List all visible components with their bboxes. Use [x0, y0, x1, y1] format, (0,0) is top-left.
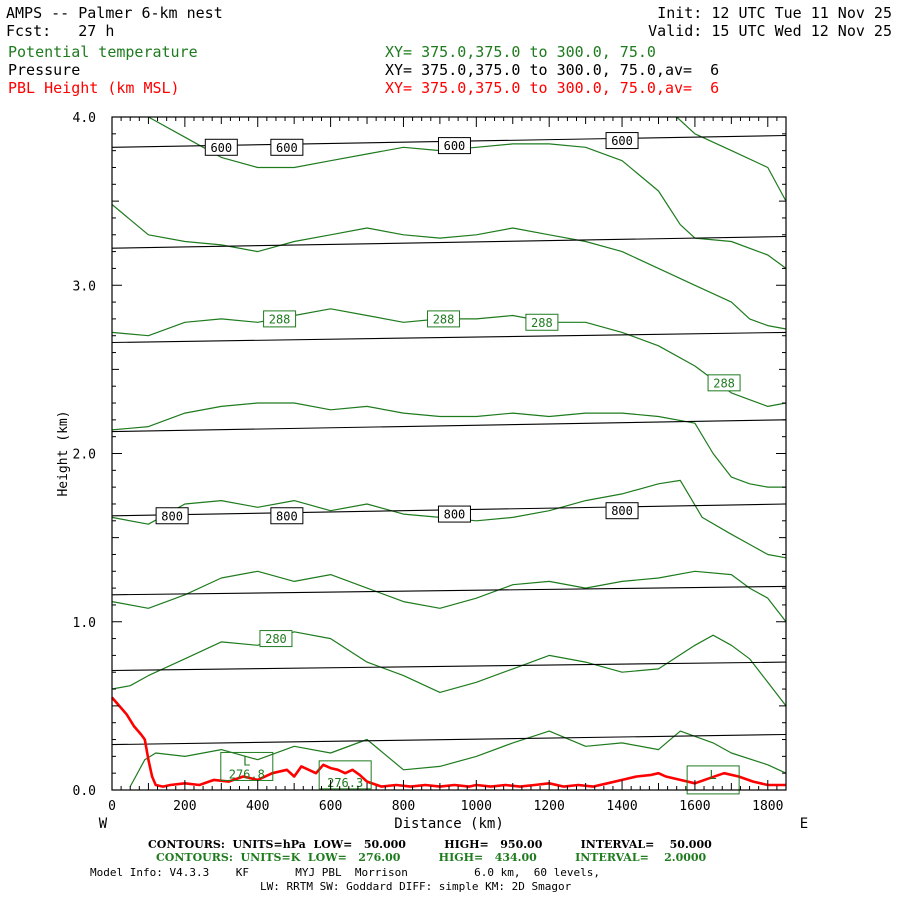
theta-low-box [686, 765, 740, 795]
theta-label: 288 [269, 312, 291, 326]
pressure-label-box [155, 507, 189, 525]
pressure-label: 600 [444, 139, 466, 153]
theta-contour-278 [111, 631, 787, 707]
theta-contour-282 [111, 479, 787, 559]
x-tick-label: 1600 [679, 799, 710, 814]
model-title: AMPS -- Palmer 6-km nest [6, 4, 223, 22]
theta-contour-292 [676, 116, 787, 202]
pbl-legend-name: PBL Height (km MSL) [8, 79, 180, 97]
pbl-legend-xy: XY= 375.0,375.0 to 300.0, 75.0,av= 6 [385, 79, 720, 97]
west-end-label: W [99, 816, 108, 832]
theta-label-box [427, 310, 461, 328]
pbl-height-series [111, 696, 786, 788]
pressure-legend-name: Pressure [8, 61, 81, 79]
theta-low-box [318, 760, 372, 790]
theta-contour-280 [111, 570, 787, 623]
x-tick-label: 200 [173, 799, 196, 814]
pressure-contour-700 [111, 331, 787, 344]
theta-contour-276 [129, 730, 787, 787]
pressure-contour-info: CONTOURS: UNITS=hPa LOW= 50.000 HIGH= 95… [148, 838, 712, 851]
pbl-height-line [111, 696, 786, 788]
theta-label-box [263, 310, 297, 328]
init-time: Init: 12 UTC Tue 11 Nov 25 [657, 4, 892, 22]
theta-contour-290 [148, 116, 787, 269]
valid-time: Valid: 15 UTC Wed 12 Nov 25 [648, 22, 892, 40]
pressure-contours [111, 134, 787, 746]
pressure-label-box [605, 132, 639, 150]
x-tick-label: 600 [319, 799, 342, 814]
axes: 0 200 400 600 800 1000 1200 1400 1600 1800 0.0 1.0 2… [56, 111, 808, 832]
pressure-label: 800 [444, 508, 466, 522]
y-tick-label: 0.0 [73, 784, 96, 799]
theta-contour-284 [111, 402, 786, 488]
theta-low-letter: L [243, 754, 250, 768]
pressure-contour-900 [111, 661, 787, 672]
pressure-label: 600 [611, 134, 633, 148]
pressure-label-box [270, 507, 304, 525]
theta-contour-288 [111, 204, 787, 330]
theta-low-box [220, 751, 274, 781]
theta-label-box [259, 630, 293, 648]
pressure-label-box [270, 138, 304, 156]
x-tick-label: 1200 [534, 799, 565, 814]
theta-label-box [707, 374, 741, 392]
cross-section-chart: 600 600 600 600 800 800 800 800 288 288 288 288 280 L… [56, 111, 808, 832]
pressure-label-box [605, 502, 639, 520]
x-tick-label: 0 [108, 799, 116, 814]
plot-frame [111, 116, 787, 791]
x-axis-label: Distance (km) [394, 816, 504, 832]
x-tick-label: 800 [392, 799, 415, 814]
pressure-label-box [437, 505, 471, 523]
pressure-label: 600 [276, 141, 298, 155]
theta-legend-name: Potential temperature [8, 43, 198, 61]
theta-label: 288 [433, 312, 455, 326]
x-tick-label: 400 [246, 799, 269, 814]
model-info: Model Info: V4.3.3 KF MYJ PBL Morrison 6… [90, 866, 600, 879]
contour-labels: 600 600 600 600 800 800 800 800 288 288 288 288 280 L… [155, 132, 741, 795]
pressure-label-box [437, 137, 471, 155]
x-tick-label: 1400 [606, 799, 637, 814]
pressure-contour-950 [111, 733, 787, 746]
pressure-contour-750 [111, 419, 787, 433]
east-end-label: E [800, 816, 808, 832]
theta-label: 288 [713, 376, 735, 390]
theta-label-box [525, 313, 559, 331]
pressure-legend-xy: XY= 375.0,375.0 to 300.0, 75.0,av= 6 [385, 61, 720, 79]
forecast-hour: Fcst: 27 h [6, 22, 115, 40]
pressure-label: 800 [611, 504, 633, 518]
pressure-contour-650 [111, 235, 787, 249]
theta-legend-xy: XY= 375.0,375.0 to 300.0, 75.0 [385, 43, 656, 61]
y-tick-label: 3.0 [73, 279, 96, 294]
model-physics: LW: RRTM SW: Goddard DIFF: simple KM: 2D… [260, 880, 572, 893]
y-tick-label: 1.0 [73, 616, 96, 631]
pressure-label: 600 [210, 141, 232, 155]
pressure-label-box [204, 138, 238, 156]
theta-label: 288 [531, 316, 553, 330]
pressure-label: 800 [276, 509, 298, 523]
x-tick-label: 1800 [752, 799, 783, 814]
theta-contour-info: CONTOURS: UNITS=K LOW= 276.00 HIGH= 434.… [156, 851, 707, 864]
theta-low-value: 276.8 [229, 767, 265, 781]
theta-low-letter: L [710, 768, 717, 782]
pressure-label: 800 [161, 509, 183, 523]
y-tick-label: 2.0 [73, 448, 96, 463]
theta-low-value: 276.3 [327, 776, 363, 790]
x-tick-label: 1000 [461, 799, 492, 814]
y-axis-label: Height (km) [56, 410, 71, 496]
y-tick-label: 4.0 [73, 111, 96, 126]
pressure-contour-850 [111, 585, 787, 596]
theta-label: 280 [265, 632, 287, 646]
theta-contours [111, 116, 787, 787]
